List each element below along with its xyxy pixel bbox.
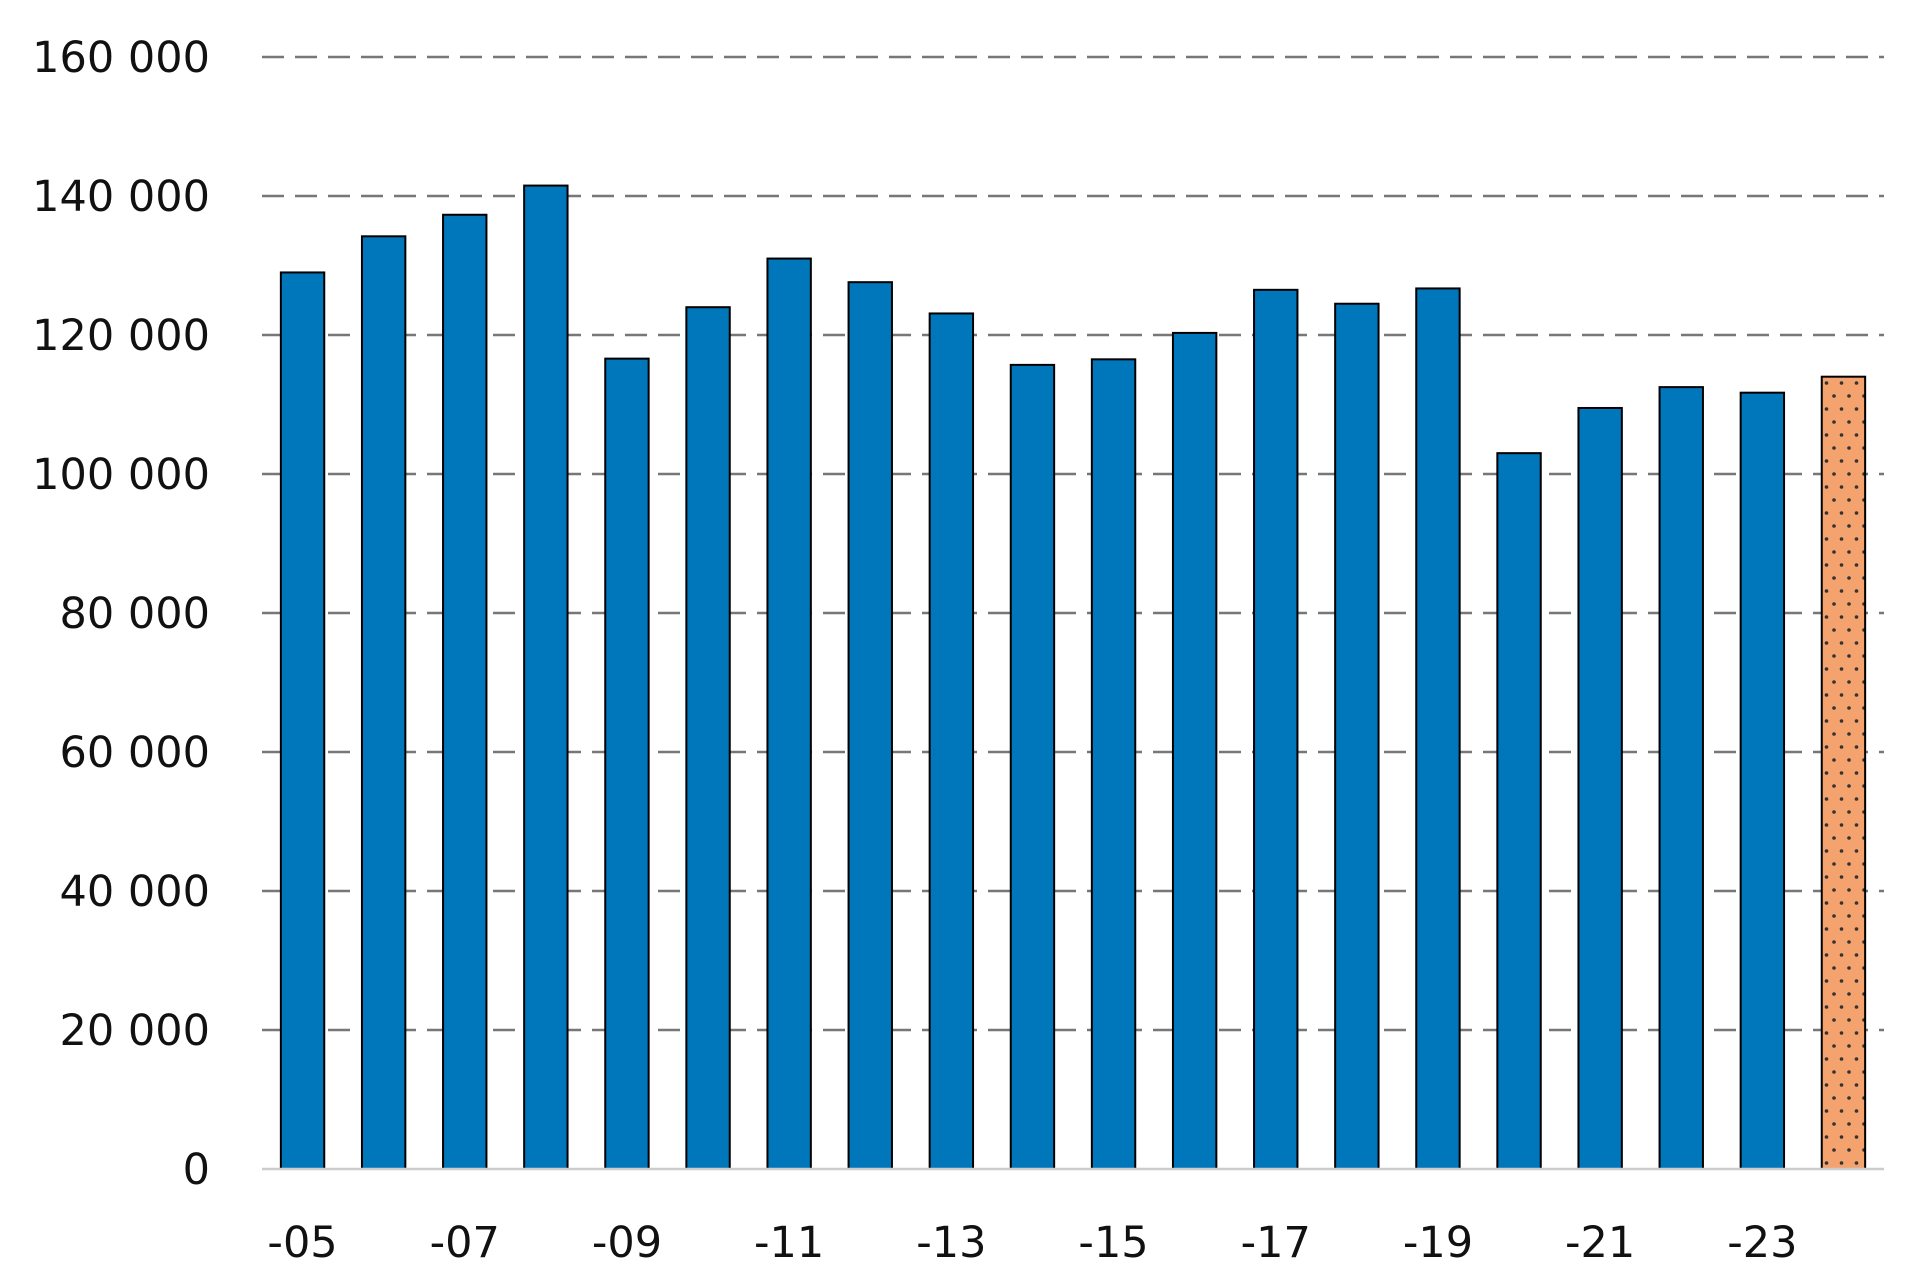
x-tick-label: -23	[1727, 1218, 1797, 1268]
x-tick-label: -11	[754, 1218, 824, 1268]
x-tick-label: -05	[267, 1218, 337, 1268]
bar	[279, 271, 326, 1170]
bar	[442, 213, 488, 1170]
bar	[523, 184, 569, 1170]
bar	[1415, 287, 1461, 1170]
y-tick-label: 120 000	[32, 311, 210, 361]
y-tick-label: 160 000	[32, 33, 210, 83]
y-tick-label: 40 000	[60, 867, 210, 917]
bar	[766, 257, 812, 1170]
bar	[1171, 331, 1218, 1171]
y-tick-label: 100 000	[32, 450, 210, 500]
x-tick-label: -15	[1078, 1218, 1148, 1268]
y-tick-label: 20 000	[60, 1006, 210, 1056]
bar-highlight	[1820, 375, 1867, 1170]
y-axis-tick-labels: 0 20 000 40 000 60 000 80 000 100 000 120 000 1…	[32, 33, 210, 1195]
x-tick-label: -07	[430, 1218, 500, 1268]
bar	[928, 312, 975, 1170]
bar	[685, 306, 731, 1170]
bar	[604, 357, 650, 1170]
bar	[1739, 391, 1786, 1170]
x-tick-label: -19	[1403, 1218, 1473, 1268]
x-tick-label: -09	[592, 1218, 662, 1268]
bar	[1334, 302, 1380, 1171]
y-tick-label: 80 000	[60, 589, 210, 639]
bar	[1577, 406, 1623, 1171]
y-tick-label: 0	[183, 1145, 210, 1195]
x-tick-label: -21	[1565, 1218, 1635, 1268]
x-tick-label: -13	[916, 1218, 986, 1268]
y-tick-label: 60 000	[60, 728, 210, 778]
gridlines	[262, 55, 1884, 1032]
y-tick-label: 140 000	[32, 172, 210, 222]
bar	[1009, 363, 1056, 1170]
bar	[1658, 386, 1704, 1170]
x-tick-label: -17	[1241, 1218, 1311, 1268]
bar	[1253, 288, 1299, 1170]
x-axis-tick-labels: -05 -07 -09 -11 -13 -15 -17 -19 -21 -23	[267, 1218, 1797, 1268]
bar	[360, 235, 407, 1170]
bar	[1496, 452, 1542, 1170]
bar	[847, 281, 893, 1170]
bar	[1090, 358, 1137, 1170]
bars	[279, 184, 1867, 1171]
